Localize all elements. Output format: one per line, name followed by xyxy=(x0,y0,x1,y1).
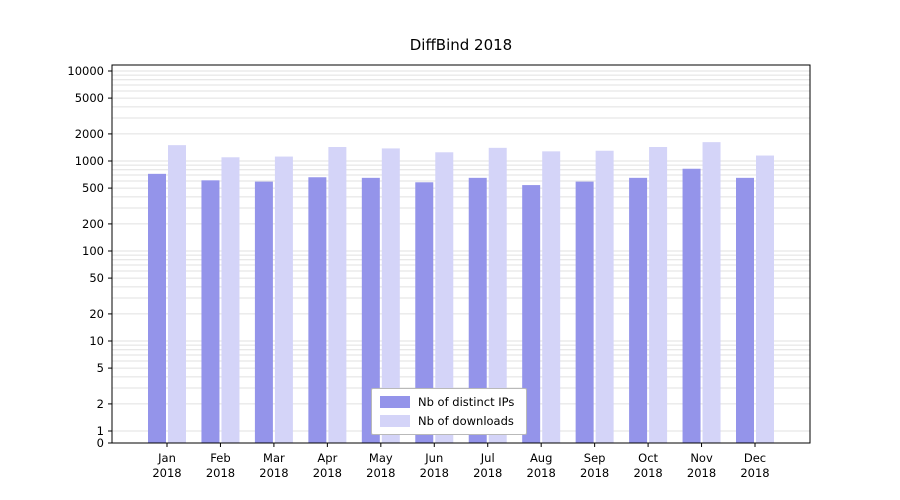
bar-downloads-Apr xyxy=(328,147,347,443)
x-tick-label-month: Jan xyxy=(157,451,176,465)
y-tick-label: 100 xyxy=(82,244,104,258)
x-tick-label-month: Sep xyxy=(584,451,606,465)
legend: Nb of distinct IPs Nb of downloads xyxy=(371,388,528,435)
bar-distinct-ips-Sep xyxy=(575,181,594,443)
x-tick-label-year: 2018 xyxy=(259,466,288,480)
x-tick-label-month: Dec xyxy=(744,451,766,465)
x-tick-label-year: 2018 xyxy=(152,466,181,480)
y-tick-label: 2000 xyxy=(75,127,104,141)
bar-downloads-Mar xyxy=(274,156,293,443)
plot-frame xyxy=(111,64,811,444)
bar-downloads-Jun xyxy=(435,152,454,444)
x-tick-label-year: 2018 xyxy=(473,466,502,480)
x-tick-label-month: May xyxy=(369,451,393,465)
bar-downloads-Jan xyxy=(168,145,186,443)
bar-downloads-Dec xyxy=(756,155,774,443)
y-tick-label: 10 xyxy=(89,334,104,348)
y-tick-label: 5000 xyxy=(75,91,104,105)
bar-downloads-Feb xyxy=(221,157,240,443)
bar-downloads-May xyxy=(381,148,400,443)
x-tick-label-year: 2018 xyxy=(420,466,449,480)
bar-downloads-Jul xyxy=(488,147,507,443)
x-tick-label-month: Oct xyxy=(638,451,658,465)
bar-downloads-Oct xyxy=(649,147,668,443)
x-tick-label-year: 2018 xyxy=(687,466,716,480)
bar-downloads-Sep xyxy=(595,150,614,443)
bar-distinct-ips-Aug xyxy=(522,185,541,443)
bar-distinct-ips-Jan xyxy=(148,173,166,443)
bar-distinct-ips-Jun xyxy=(415,182,434,443)
bar-distinct-ips-Oct xyxy=(629,177,648,443)
x-tick-label-year: 2018 xyxy=(740,466,769,480)
y-tick-label: 20 xyxy=(89,307,104,321)
x-tick-label-year: 2018 xyxy=(366,466,395,480)
legend-swatch-downloads xyxy=(380,415,410,427)
x-tick-label-year: 2018 xyxy=(206,466,235,480)
y-tick-label: 2 xyxy=(97,397,104,411)
x-tick-label-year: 2018 xyxy=(313,466,342,480)
x-tick-label-month: Aug xyxy=(530,451,552,465)
y-tick-label: 200 xyxy=(82,217,104,231)
legend-item-downloads: Nb of downloads xyxy=(380,414,514,428)
y-tick-label: 500 xyxy=(82,181,104,195)
bar-distinct-ips-May xyxy=(361,177,380,443)
x-tick-label-month: Jun xyxy=(424,451,443,465)
x-tick-label-year: 2018 xyxy=(580,466,609,480)
legend-item-distinct-ips: Nb of distinct IPs xyxy=(380,395,514,409)
x-tick-label-month: Mar xyxy=(263,451,285,465)
bar-downloads-Nov xyxy=(702,142,721,443)
legend-label-downloads: Nb of downloads xyxy=(418,414,514,428)
legend-label-distinct-ips: Nb of distinct IPs xyxy=(418,395,515,409)
y-tick-label: 10000 xyxy=(67,64,104,78)
y-tick-label: 5 xyxy=(97,361,104,375)
x-tick-label-year: 2018 xyxy=(527,466,556,480)
y-tick-label: 1 xyxy=(97,424,104,438)
legend-swatch-distinct-ips xyxy=(380,396,410,408)
bar-distinct-ips-Jul xyxy=(468,177,487,443)
y-tick-label: 1000 xyxy=(75,154,104,168)
bar-distinct-ips-Mar xyxy=(254,181,273,443)
bar-distinct-ips-Dec xyxy=(736,177,754,443)
y-tick-label: 50 xyxy=(89,271,104,285)
x-tick-label-year: 2018 xyxy=(633,466,662,480)
bar-downloads-Aug xyxy=(542,151,561,443)
x-tick-label-month: Nov xyxy=(690,451,713,465)
x-tick-label-month: Jul xyxy=(480,451,495,465)
y-tick-label: 0 xyxy=(97,436,104,450)
x-tick-label-month: Feb xyxy=(210,451,230,465)
bar-distinct-ips-Apr xyxy=(308,177,327,444)
chart-title: DiffBind 2018 xyxy=(409,36,513,54)
x-tick-label-month: Apr xyxy=(317,451,337,465)
bar-distinct-ips-Feb xyxy=(201,180,220,443)
bar-distinct-ips-Nov xyxy=(682,168,701,443)
